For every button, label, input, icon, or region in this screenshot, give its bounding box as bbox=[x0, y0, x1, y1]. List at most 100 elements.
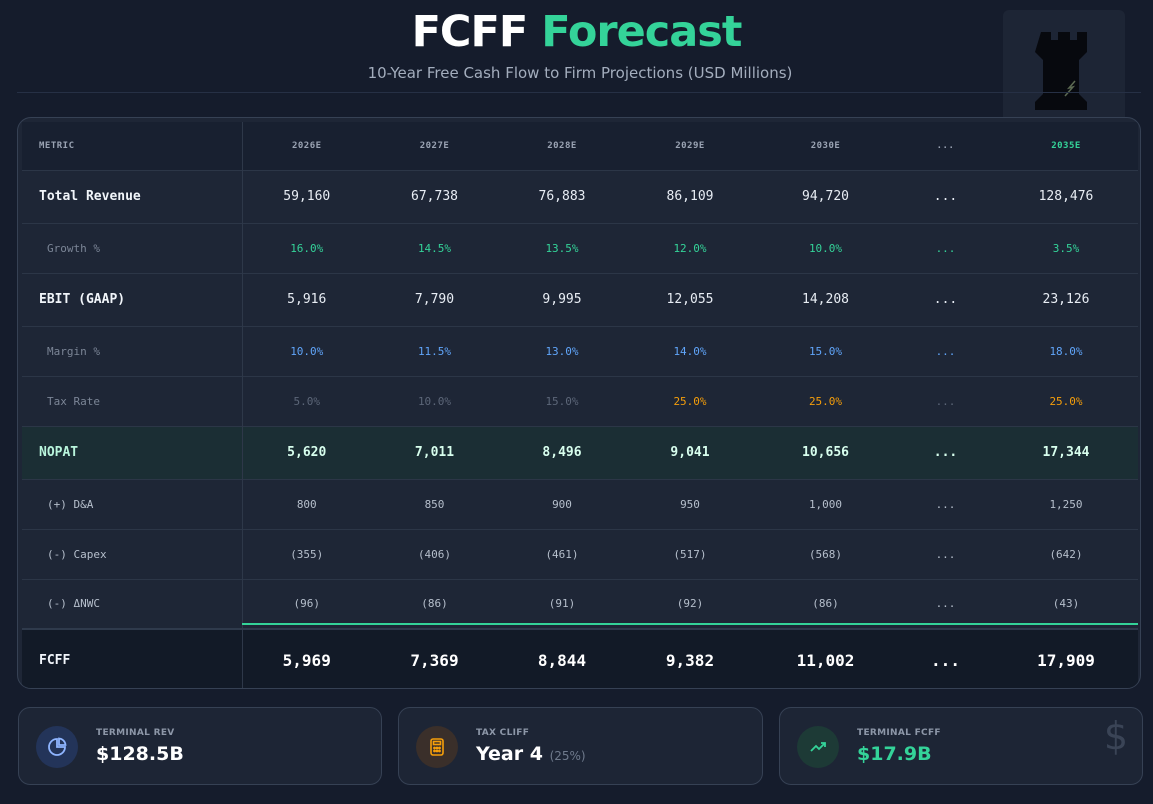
table-cell: 14.5% bbox=[417, 241, 452, 255]
stat-value: Year 4 (25%) bbox=[476, 743, 586, 765]
table-cell: ... bbox=[933, 189, 958, 204]
table-cell: 11.5% bbox=[417, 344, 452, 358]
table-cell: 850 bbox=[424, 497, 445, 511]
table-cell: 900 bbox=[552, 497, 572, 511]
table-cell: 9,995 bbox=[542, 292, 582, 307]
table-cell: 10,656 bbox=[802, 445, 849, 460]
table-cell: 76,883 bbox=[538, 189, 586, 204]
table-cell: 16.0% bbox=[290, 241, 324, 255]
table-cell: 950 bbox=[680, 497, 700, 511]
header-2029e: 2029E bbox=[675, 140, 705, 151]
table-cell: (43) bbox=[1052, 597, 1080, 611]
table-cell: 5,620 bbox=[287, 445, 327, 460]
table-cell: 9,382 bbox=[665, 651, 715, 670]
table-cell: ... bbox=[931, 651, 960, 670]
page-title: FCFF Forecast bbox=[0, 6, 1153, 58]
row-fcff: FCFF 5,969 7,369 8,844 9,382 11,002 ... … bbox=[22, 629, 1138, 688]
row-da: (+) D&A 800 850 900 950 1,000 ... 1,250 bbox=[22, 479, 1138, 529]
row-label: (-) ΔNWC bbox=[22, 579, 243, 629]
pie-chart-icon bbox=[48, 737, 67, 756]
table-cell: ... bbox=[935, 241, 956, 255]
row-label: (-) Capex bbox=[22, 529, 243, 579]
table-cell: 13.0% bbox=[545, 344, 579, 358]
row-ebit: EBIT (GAAP) 5,916 7,790 9,995 12,055 14,… bbox=[22, 273, 1138, 326]
stat-value: $17.9B bbox=[857, 743, 932, 765]
header-metric: METRIC bbox=[22, 122, 243, 170]
table-cell: 25.0% bbox=[673, 394, 707, 408]
header-2027e: 2027E bbox=[419, 140, 450, 151]
header-2026e: 2026E bbox=[291, 140, 322, 151]
row-label: Growth % bbox=[22, 223, 243, 273]
row-label: Margin % bbox=[22, 326, 243, 376]
table-cell: ... bbox=[935, 344, 956, 358]
table-cell: (642) bbox=[1049, 547, 1083, 561]
table-cell: (355) bbox=[290, 547, 324, 561]
table-cell: 15.0% bbox=[545, 394, 579, 408]
stat-card-terminal-rev: TERMINAL REV $128.5B bbox=[18, 707, 382, 785]
header-2030e: 2030E bbox=[810, 140, 841, 151]
table-cell: 7,011 bbox=[414, 445, 455, 460]
table-cell: 5,916 bbox=[287, 292, 327, 307]
table-cell: (91) bbox=[548, 597, 576, 611]
stat-icon-bg bbox=[36, 726, 78, 768]
table-cell: (86) bbox=[812, 597, 839, 611]
table-cell: 15.0% bbox=[808, 344, 843, 358]
page-subtitle: 10-Year Free Cash Flow to Firm Projectio… bbox=[367, 64, 793, 82]
row-nopat: NOPAT 5,620 7,011 8,496 9,041 10,656 ...… bbox=[22, 426, 1138, 479]
table-cell: 3.5% bbox=[1052, 241, 1080, 255]
table-cell: (96) bbox=[293, 597, 321, 611]
stat-label: TERMINAL REV bbox=[96, 728, 175, 738]
rook-logo bbox=[1003, 10, 1125, 130]
table-cell: ... bbox=[935, 394, 956, 408]
table-cell: 94,720 bbox=[802, 189, 849, 204]
stat-card-terminal-fcff: TERMINAL FCFF $17.9B $ bbox=[779, 707, 1143, 785]
table-cell: 800 bbox=[296, 497, 317, 511]
table-cell: (406) bbox=[417, 547, 452, 561]
trending-up-icon bbox=[810, 742, 826, 752]
row-label: EBIT (GAAP) bbox=[22, 273, 243, 326]
table-cell: 12.0% bbox=[673, 241, 707, 255]
table-cell: ... bbox=[935, 547, 956, 561]
table-cell: 7,369 bbox=[410, 651, 459, 670]
rook-icon bbox=[1035, 32, 1087, 110]
row-label: (+) D&A bbox=[22, 479, 243, 529]
table-cell: 8,844 bbox=[537, 651, 587, 670]
header-2028e: 2028E bbox=[547, 140, 577, 151]
row-nwc: (-) ΔNWC (96) (86) (91) (92) (86) ... (4… bbox=[22, 579, 1138, 629]
row-label: Total Revenue bbox=[22, 170, 243, 223]
table-cell: ... bbox=[935, 497, 956, 511]
title-forecast: Forecast bbox=[541, 7, 742, 57]
table-cell: ... bbox=[933, 292, 958, 307]
table-cell: 5,969 bbox=[282, 651, 331, 670]
table-cell: 8,496 bbox=[542, 445, 582, 460]
stat-card-tax-cliff: TAX CLIFF Year 4 (25%) bbox=[398, 707, 763, 785]
header-ellipsis: ... bbox=[936, 140, 955, 151]
stat-icon-bg bbox=[416, 726, 458, 768]
table-cell: (568) bbox=[808, 547, 843, 561]
table-cell: 1,250 bbox=[1049, 497, 1083, 511]
table-cell: 86,109 bbox=[666, 189, 714, 204]
calculator-icon bbox=[430, 738, 444, 756]
table-cell: ... bbox=[933, 445, 958, 460]
table-cell: 5.0% bbox=[293, 394, 321, 408]
row-capex: (-) Capex (355) (406) (461) (517) (568) … bbox=[22, 529, 1138, 579]
forecast-table: METRIC 2026E 2027E 2028E 2029E 2030E ...… bbox=[22, 122, 1138, 688]
table-cell: 10.0% bbox=[417, 394, 452, 408]
table-cell: ... bbox=[935, 597, 956, 611]
table-cell: 18.0% bbox=[1049, 344, 1083, 358]
table-cell: 9,041 bbox=[670, 445, 710, 460]
title-fcff: FCFF bbox=[411, 7, 529, 57]
fcff-highlight-line bbox=[242, 623, 1138, 625]
stat-icon-bg bbox=[797, 726, 839, 768]
row-growth: Growth % 16.0% 14.5% 13.5% 12.0% 10.0% .… bbox=[22, 223, 1138, 273]
table-cell: 12,055 bbox=[666, 292, 714, 307]
table-cell: 59,160 bbox=[283, 189, 331, 204]
forecast-table-card: METRIC 2026E 2027E 2028E 2029E 2030E ...… bbox=[17, 117, 1141, 689]
table-cell: 14.0% bbox=[673, 344, 707, 358]
table-cell: 11,002 bbox=[796, 651, 855, 670]
row-label: FCFF bbox=[22, 629, 243, 688]
row-tax-rate: Tax Rate 5.0% 10.0% 15.0% 25.0% 25.0% ..… bbox=[22, 376, 1138, 426]
table-cell: 13.5% bbox=[545, 241, 579, 255]
table-cell: 10.0% bbox=[808, 241, 843, 255]
table-header-row: METRIC 2026E 2027E 2028E 2029E 2030E ...… bbox=[22, 122, 1138, 170]
